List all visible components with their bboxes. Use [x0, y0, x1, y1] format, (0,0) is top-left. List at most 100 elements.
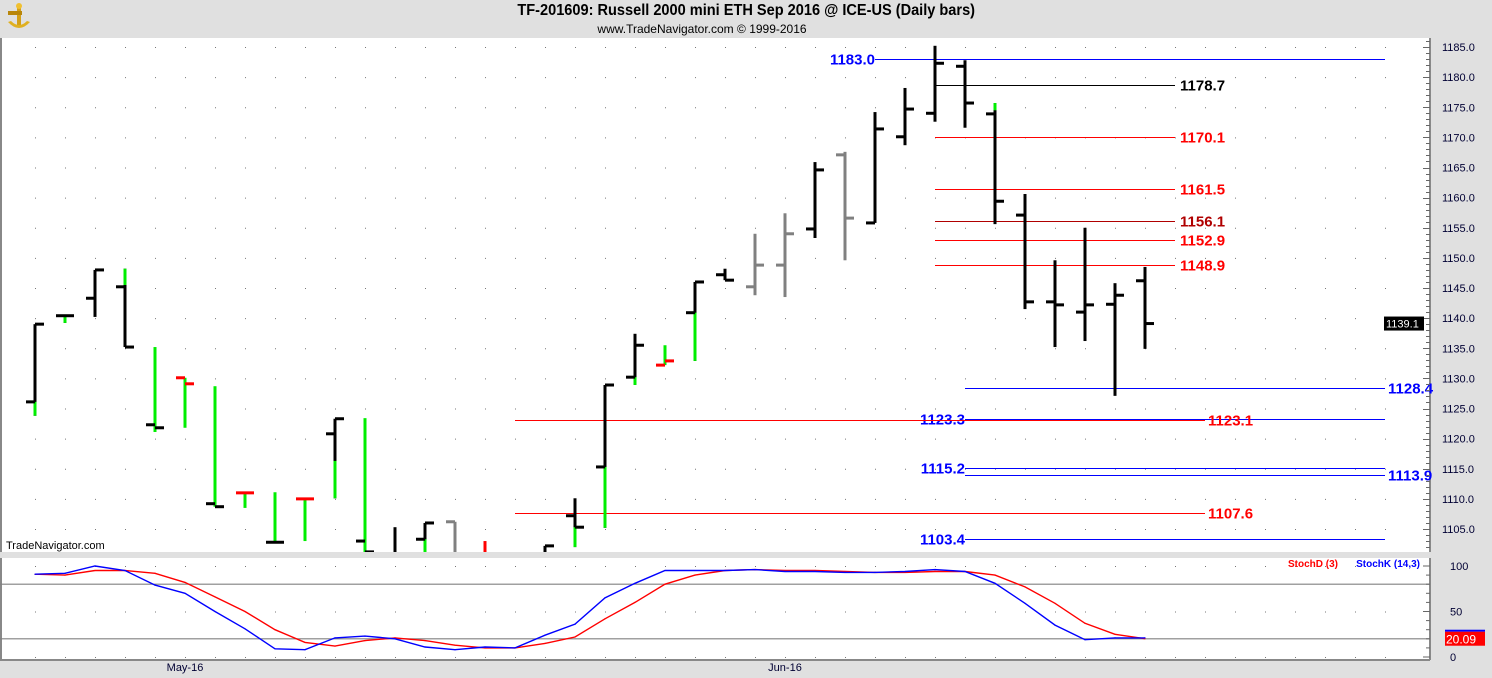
grid-dot	[395, 318, 396, 320]
grid-dot	[815, 566, 816, 567]
grid-dot	[275, 257, 276, 259]
grid-dot	[725, 348, 726, 350]
grid-dot	[1325, 498, 1326, 500]
grid-dot	[35, 137, 36, 139]
stochastic-panel[interactable]	[0, 558, 1430, 660]
grid-dot	[785, 566, 786, 567]
grid-dot	[155, 227, 156, 229]
grid-dot	[1355, 408, 1356, 410]
level-label: 1128.4	[1388, 381, 1434, 398]
grid-dot	[815, 438, 816, 440]
grid-dot	[815, 288, 816, 289]
grid-dot	[485, 529, 486, 530]
grid-dot	[1175, 227, 1176, 229]
grid-dot	[1115, 529, 1116, 530]
grid-dot	[1205, 107, 1206, 109]
grid-dot	[1325, 227, 1326, 229]
grid-dot	[185, 227, 186, 229]
grid-dot	[125, 257, 126, 259]
bar-open-tick	[146, 423, 155, 427]
grid-dot	[1055, 498, 1056, 500]
grid-dot	[365, 348, 366, 350]
grid-dot	[485, 107, 486, 109]
y-tick-label: 1140.0	[1442, 313, 1475, 325]
bar-range	[183, 377, 187, 428]
grid-dot	[395, 288, 396, 289]
grid-dot	[665, 288, 666, 289]
grid-dot	[485, 408, 486, 410]
grid-dot	[515, 378, 516, 380]
price-panel[interactable]	[0, 38, 1430, 552]
grid-dot	[215, 657, 216, 658]
grid-dot	[515, 318, 516, 320]
grid-dot	[185, 657, 186, 658]
grid-dot	[1325, 47, 1326, 48]
grid-dot	[1295, 137, 1296, 139]
stoch-point	[874, 571, 876, 573]
grid-dot	[1025, 566, 1026, 567]
stoch-point	[934, 570, 936, 573]
grid-dot	[1295, 197, 1296, 199]
grid-dot	[1025, 611, 1026, 613]
grid-dot	[605, 348, 606, 350]
grid-dot	[95, 137, 96, 139]
grid-dot	[815, 657, 816, 658]
bar-range	[963, 60, 967, 128]
grid-dot	[305, 288, 306, 289]
grid-dot	[845, 77, 846, 79]
ohlc-bar	[266, 492, 284, 544]
grid-dot	[695, 107, 696, 109]
grid-dot	[65, 408, 66, 410]
grid-dot	[605, 378, 606, 380]
grid-dot	[485, 167, 486, 169]
grid-dot	[1205, 657, 1206, 658]
grid-dot	[185, 468, 186, 470]
grid-dot	[785, 438, 786, 440]
grid-dot	[155, 47, 156, 48]
grid-dot	[1235, 77, 1236, 79]
grid-dot	[425, 438, 426, 440]
y-tick-label: 1110.0	[1442, 494, 1474, 506]
grid-dot	[755, 529, 756, 530]
y-tick-label: 1180.0	[1442, 72, 1475, 84]
grid-dot	[875, 378, 876, 380]
stoch-y-tick-label: 100	[1450, 561, 1468, 573]
bar-close-tick	[545, 544, 554, 548]
grid-dot	[725, 378, 726, 380]
grid-dot	[1145, 529, 1146, 530]
grid-dot	[635, 318, 636, 320]
grid-dot	[1175, 137, 1176, 139]
grid-dot	[695, 468, 696, 470]
grid-dot	[845, 408, 846, 410]
grid-dot	[695, 529, 696, 530]
grid-dot	[1295, 566, 1296, 567]
ohlc-bar	[236, 491, 254, 508]
grid-dot	[1295, 529, 1296, 530]
grid-dot	[815, 137, 816, 139]
grid-dot	[1205, 566, 1206, 567]
grid-dot	[665, 611, 666, 613]
stoch-point	[904, 570, 906, 573]
bar-close-tick	[365, 550, 374, 554]
grid-dot	[35, 438, 36, 440]
bar-open-tick	[656, 363, 665, 367]
grid-dot	[1265, 47, 1266, 48]
grid-dot	[875, 529, 876, 530]
grid-dot	[365, 318, 366, 320]
grid-dot	[1055, 468, 1056, 470]
grid-dot	[1355, 47, 1356, 48]
ohlc-bar	[626, 333, 644, 386]
grid-dot	[125, 197, 126, 199]
grid-dot	[275, 288, 276, 289]
grid-dot	[365, 288, 366, 289]
grid-dot	[905, 167, 906, 169]
grid-dot	[1175, 257, 1176, 259]
grid-dot	[1325, 137, 1326, 139]
grid-dot	[245, 288, 246, 289]
grid-dot	[125, 566, 126, 567]
grid-dot	[95, 468, 96, 470]
grid-dot	[785, 197, 786, 199]
grid-dot	[1385, 657, 1386, 658]
ohlc-bar	[543, 544, 554, 552]
